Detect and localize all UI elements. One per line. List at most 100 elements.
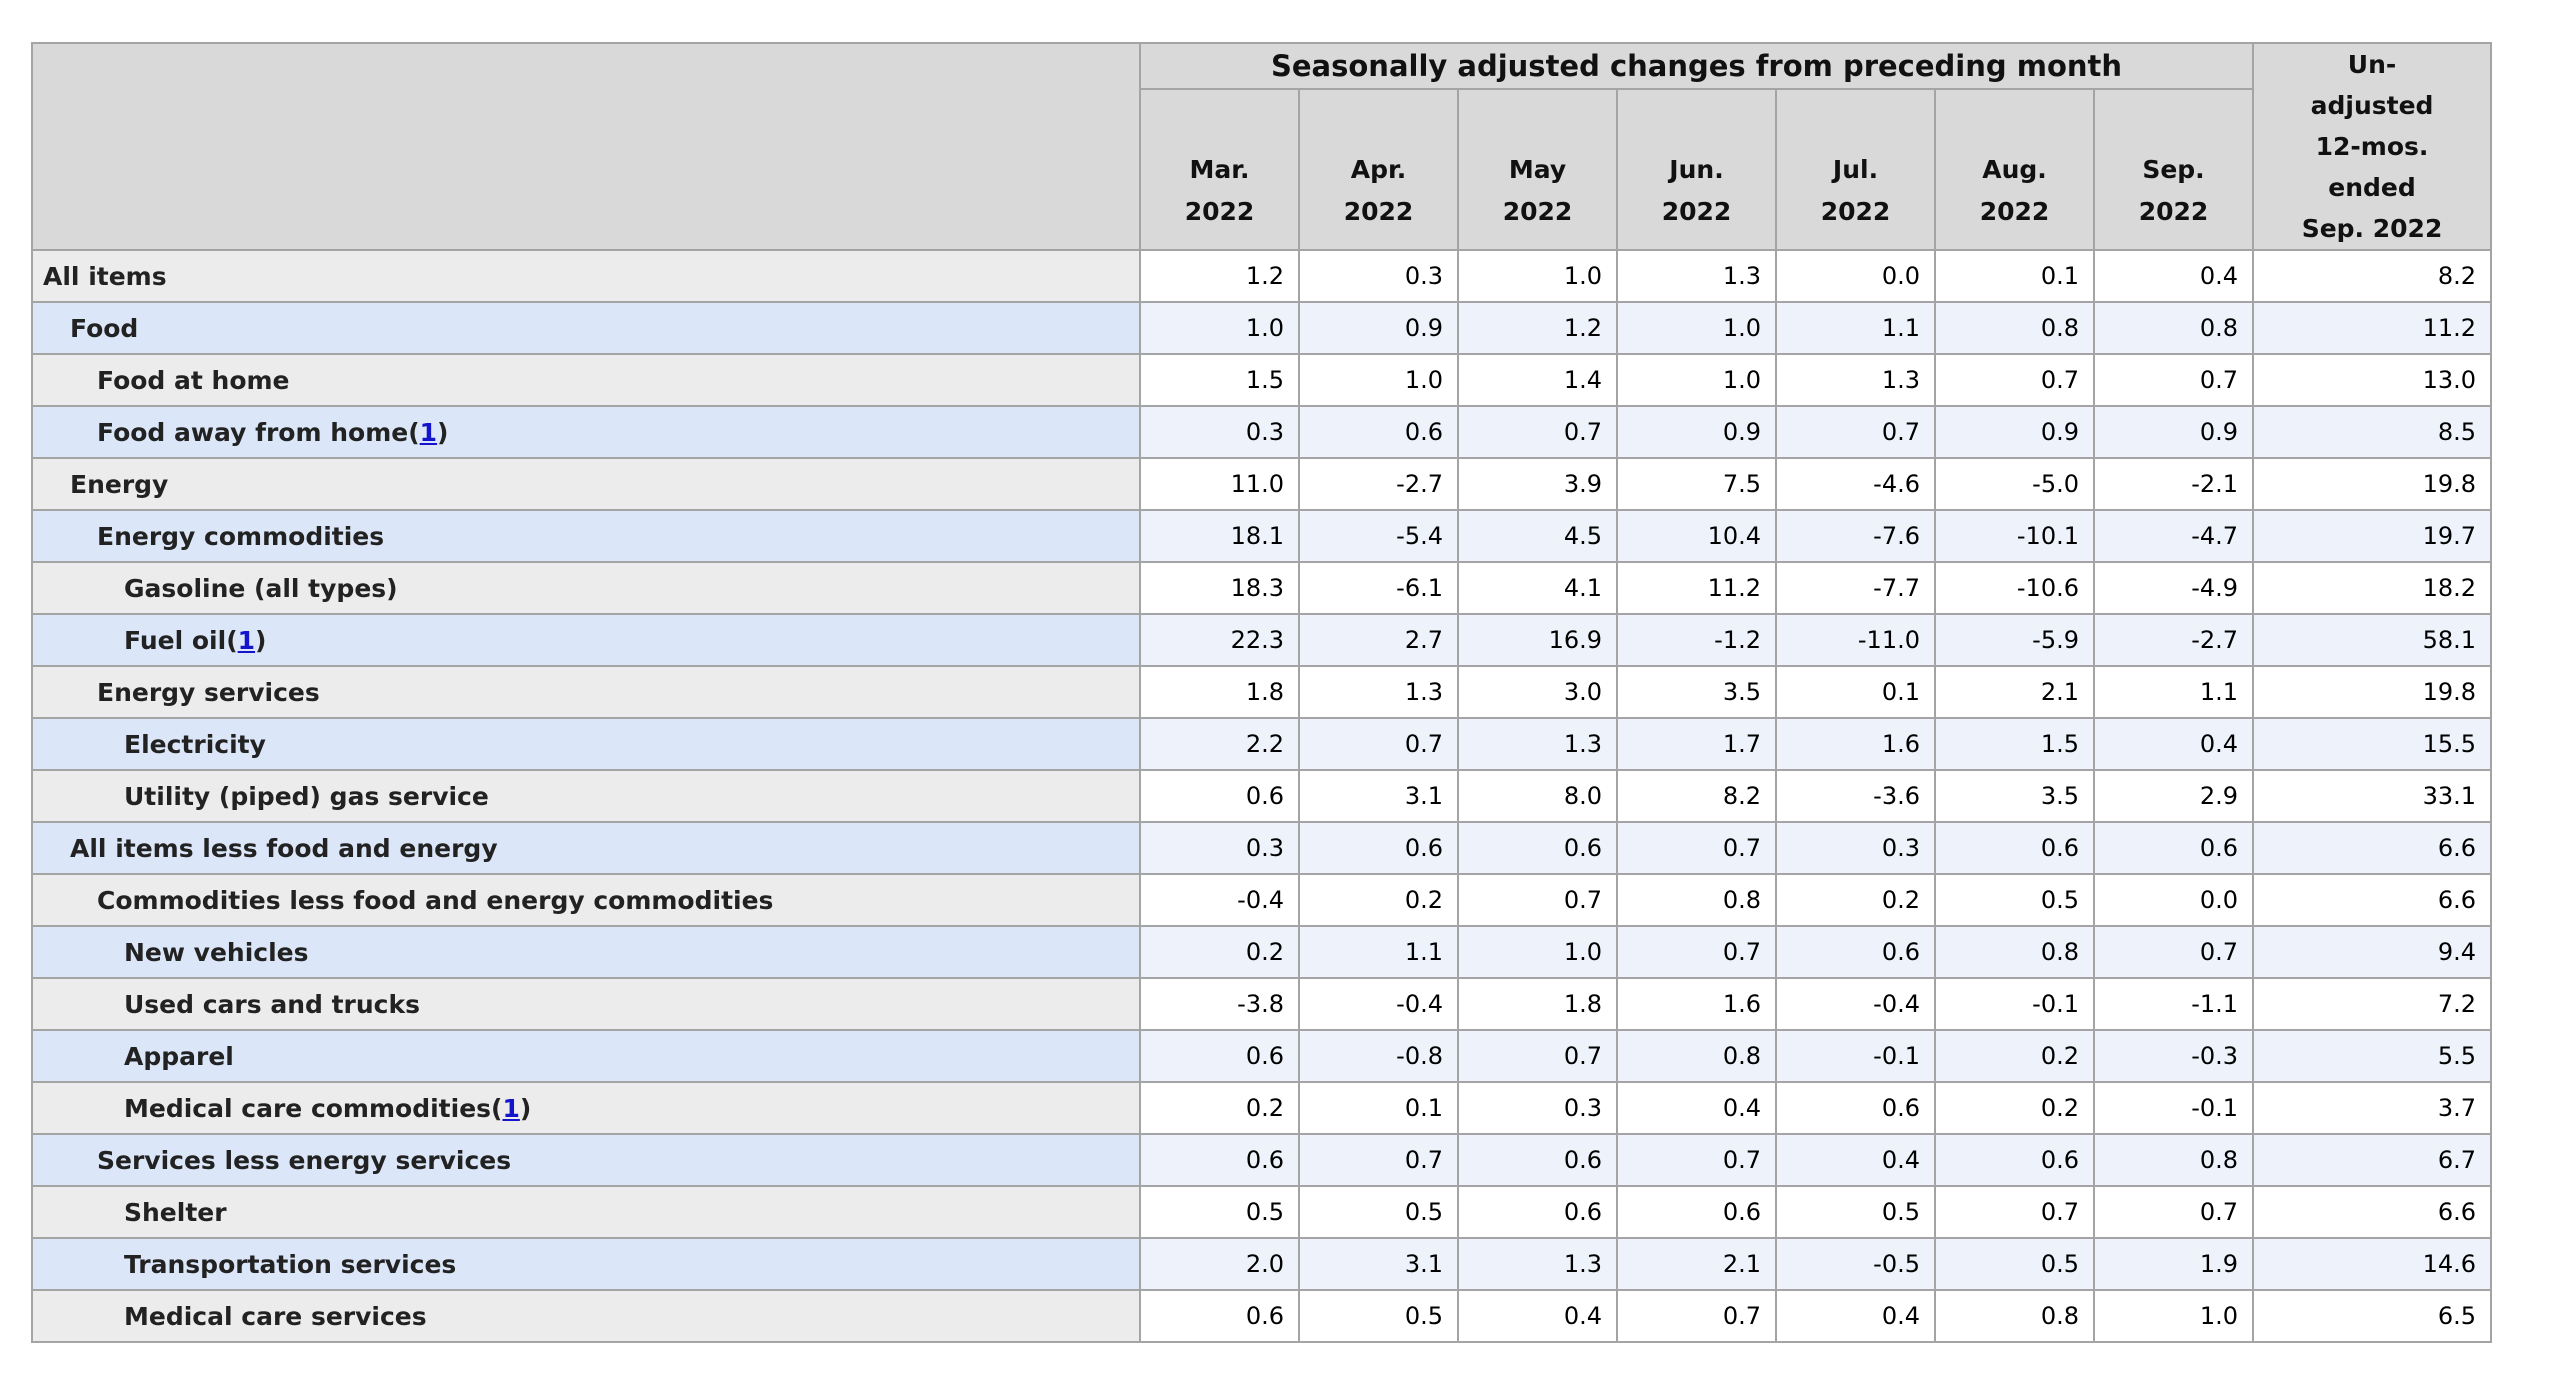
data-cell: 0.2 xyxy=(1298,873,1459,927)
data-cell: 22.3 xyxy=(1139,613,1300,667)
data-cell: 0.8 xyxy=(1934,1289,2095,1343)
data-cell: 1.5 xyxy=(1934,717,2095,771)
data-cell: 0.8 xyxy=(1934,301,2095,355)
table-row: Apparel 0.6 -0.8 0.7 0.8 -0.1 0.2 -0.3 5.5 xyxy=(31,1029,2493,1083)
data-cell: 0.7 xyxy=(1775,405,1936,459)
data-cell: 2.9 xyxy=(2092,769,2255,823)
data-cell: 3.0 xyxy=(1457,665,1618,719)
data-cell: 0.7 xyxy=(1934,353,2095,407)
data-cell: -0.4 xyxy=(1775,977,1936,1031)
data-cell: 6.7 xyxy=(2252,1133,2493,1187)
data-cell: -4.6 xyxy=(1775,457,1936,511)
corner-cell xyxy=(31,42,1141,251)
data-cell: 0.6 xyxy=(2092,821,2255,875)
table-row: Electricity 2.2 0.7 1.3 1.7 1.6 1.5 0.4 15.5 xyxy=(31,717,2493,771)
data-cell: 1.3 xyxy=(1775,353,1936,407)
table-row: Food 1.0 0.9 1.2 1.0 1.1 0.8 0.8 11.2 xyxy=(31,301,2493,355)
cpi-table: Seasonally adjusted changes from precedi… xyxy=(31,42,2493,1343)
row-label: Medical care commodities(1) xyxy=(31,1081,1141,1135)
data-cell: 0.4 xyxy=(2092,717,2255,771)
data-cell: 0.6 xyxy=(1775,1081,1936,1135)
row-label: Energy services xyxy=(31,665,1141,719)
data-cell: 0.5 xyxy=(1934,1237,2095,1291)
data-cell: -0.1 xyxy=(1934,977,2095,1031)
data-cell: -0.5 xyxy=(1775,1237,1936,1291)
table-row: Commodities less food and energy commodi… xyxy=(31,873,2493,927)
table-row: Utility (piped) gas service 0.6 3.1 8.0 8.2-… xyxy=(31,769,2493,823)
data-cell: 0.6 xyxy=(1457,1185,1618,1239)
data-cell: 0.5 xyxy=(1934,873,2095,927)
data-cell: 0.3 xyxy=(1139,821,1300,875)
data-cell: 0.4 xyxy=(1775,1289,1936,1343)
data-cell: 0.7 xyxy=(1616,1289,1777,1343)
row-label: Medical care services xyxy=(31,1289,1141,1343)
data-cell: 0.6 xyxy=(1775,925,1936,979)
data-cell: 0.5 xyxy=(1775,1185,1936,1239)
row-label: Utility (piped) gas service xyxy=(31,769,1141,823)
data-cell: 11.2 xyxy=(1616,561,1777,615)
data-cell: 6.6 xyxy=(2252,821,2493,875)
data-cell: 0.2 xyxy=(1775,873,1936,927)
data-cell: 1.2 xyxy=(1139,249,1300,303)
data-cell: 1.9 xyxy=(2092,1237,2255,1291)
data-cell: 0.2 xyxy=(1934,1029,2095,1083)
table-row: Energy services 1.8 1.3 3.0 3.5 0.1 2.1 1.1 19.8 xyxy=(31,665,2493,719)
table-body: All items 1.2 0.3 1.0 1.3 0.0 0.1 0.4 8.2 Food 1.0… xyxy=(31,249,2493,1343)
footnote-1-link[interactable]: 1 xyxy=(237,625,256,655)
data-cell: 1.6 xyxy=(1775,717,1936,771)
data-cell: 15.5 xyxy=(2252,717,2493,771)
data-cell: 0.6 xyxy=(1139,1029,1300,1083)
data-cell: 8.2 xyxy=(2252,249,2493,303)
row-label: Fuel oil(1) xyxy=(31,613,1141,667)
table-row: Energy commodities 18.1 -5.4 4.5 10.4 -7.6 -10… xyxy=(31,509,2493,563)
data-cell: 0.7 xyxy=(2092,1185,2255,1239)
footnote-1-link[interactable]: 1 xyxy=(502,1093,520,1123)
data-cell: 0.2 xyxy=(1139,925,1300,979)
data-cell: 1.0 xyxy=(2092,1289,2255,1343)
data-cell: 1.0 xyxy=(1616,353,1777,407)
data-cell: -2.7 xyxy=(1298,457,1459,511)
table-row: Food at home 1.5 1.0 1.4 1.0 1.3 0.7 0.7 13.0 xyxy=(31,353,2493,407)
data-cell: -7.6 xyxy=(1775,509,1936,563)
data-cell: 0.6 xyxy=(1298,821,1459,875)
row-label: Energy commodities xyxy=(31,509,1141,563)
data-cell: 4.1 xyxy=(1457,561,1618,615)
data-cell: 0.6 xyxy=(1934,821,2095,875)
data-cell: 1.0 xyxy=(1298,353,1459,407)
data-cell: 7.5 xyxy=(1616,457,1777,511)
row-label: Electricity xyxy=(31,717,1141,771)
data-cell: 3.7 xyxy=(2252,1081,2493,1135)
data-cell: 7.2 xyxy=(2252,977,2493,1031)
data-cell: -0.1 xyxy=(1775,1029,1936,1083)
data-cell: 1.8 xyxy=(1457,977,1618,1031)
data-cell: 0.8 xyxy=(1616,1029,1777,1083)
data-cell: 0.0 xyxy=(1775,249,1936,303)
table-row: All items less food and energy 0.3 0.6 0.6 0… xyxy=(31,821,2493,875)
column-header-sep-2022: Sep. 2022 xyxy=(2092,88,2255,251)
data-cell: 4.5 xyxy=(1457,509,1618,563)
data-cell: 0.3 xyxy=(1775,821,1936,875)
data-cell: 5.5 xyxy=(2252,1029,2493,1083)
data-cell: 1.8 xyxy=(1139,665,1300,719)
data-cell: 0.7 xyxy=(1298,1133,1459,1187)
data-cell: 0.8 xyxy=(2092,301,2255,355)
data-cell: 33.1 xyxy=(2252,769,2493,823)
column-header-aug-2022: Aug. 2022 xyxy=(1934,88,2095,251)
table-row: Food away from home(1) 0.3 0.6 0.7 0.9 0.7 0.9… xyxy=(31,405,2493,459)
data-cell: 1.0 xyxy=(1139,301,1300,355)
data-cell: -5.0 xyxy=(1934,457,2095,511)
row-label: Used cars and trucks xyxy=(31,977,1141,1031)
data-cell: -4.7 xyxy=(2092,509,2255,563)
data-cell: 0.8 xyxy=(1616,873,1777,927)
data-cell: 0.9 xyxy=(1616,405,1777,459)
data-cell: 0.6 xyxy=(1934,1133,2095,1187)
table-row: Gasoline (all types) 18.3 -6.1 4.1 11.2 -7.7-… xyxy=(31,561,2493,615)
footnote-1-link[interactable]: 1 xyxy=(419,417,438,447)
data-cell: 0.4 xyxy=(1616,1081,1777,1135)
data-cell: 0.8 xyxy=(2092,1133,2255,1187)
table-row: Services less energy services 0.6 0.7 0.6 0.… xyxy=(31,1133,2493,1187)
data-cell: 0.7 xyxy=(2092,353,2255,407)
table-header: Seasonally adjusted changes from precedi… xyxy=(31,42,2493,251)
data-cell: -0.3 xyxy=(2092,1029,2255,1083)
data-cell: 1.1 xyxy=(1298,925,1459,979)
